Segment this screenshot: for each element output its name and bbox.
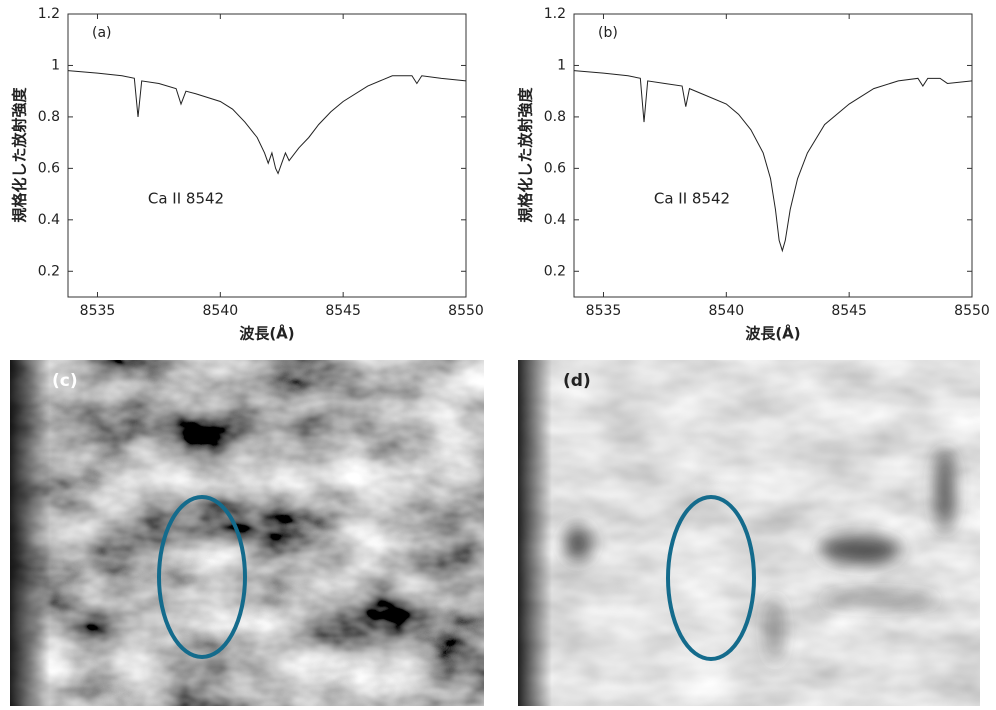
image-c: (c): [10, 360, 484, 706]
y-tick-label: 1: [557, 57, 566, 73]
y-tick-label: 0.8: [38, 109, 60, 125]
plot-frame: [573, 13, 973, 298]
y-tick-label: 0.4: [544, 212, 566, 228]
annotation: Ca II 8542: [654, 190, 730, 208]
y-tick-label: 1.2: [38, 6, 60, 22]
annotation: Ca II 8542: [148, 190, 224, 208]
y-tick-label: 0.6: [38, 160, 60, 176]
image-label: (c): [52, 371, 78, 391]
x-axis-label: 波長(Å): [239, 324, 294, 343]
x-tick-label: 8545: [325, 303, 361, 319]
plot-frame: [67, 13, 467, 298]
image-label: (d): [563, 371, 591, 391]
x-tick-label: 8550: [954, 303, 990, 319]
panel-label: (a): [92, 25, 112, 41]
y-tick-label: 0.6: [544, 160, 566, 176]
y-tick-label: 0.2: [544, 263, 566, 279]
x-tick-label: 8540: [203, 303, 239, 319]
y-tick-label: 1: [51, 57, 60, 73]
y-tick-label: 0.8: [544, 109, 566, 125]
y-axis-label: 規格化した放射強度: [11, 87, 29, 223]
x-tick-label: 8535: [80, 303, 116, 319]
x-tick-label: 8535: [586, 303, 622, 319]
spectrum-line: [67, 70, 467, 175]
x-tick-label: 8550: [448, 303, 484, 319]
spectrum-line: [573, 70, 973, 253]
x-axis-label: 波長(Å): [745, 324, 800, 343]
y-tick-label: 0.4: [38, 212, 60, 228]
chart: 0.2 0.4 0.6 0.8 1 1.2 8535 8540 8545 8550 (b) Ca II…: [517, 6, 990, 343]
panel-label: (b): [598, 25, 618, 41]
chart: 0.2 0.4 0.6 0.8 1 1.2 8535 8540 8545 8550 (a) Ca II…: [11, 6, 484, 343]
y-axis-label: 規格化した放射強度: [517, 87, 535, 223]
y-tick-label: 0.2: [38, 263, 60, 279]
x-tick-label: 8540: [709, 303, 745, 319]
y-tick-label: 1.2: [544, 6, 566, 22]
image-d: (d): [518, 360, 980, 706]
x-tick-label: 8545: [831, 303, 867, 319]
